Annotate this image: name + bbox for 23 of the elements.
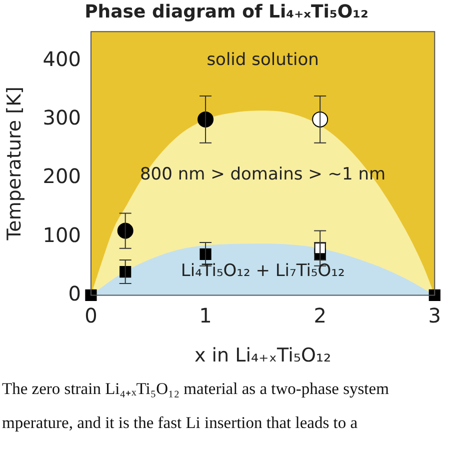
annotation: solid solution: [206, 50, 319, 70]
text: mperature, and it is the fast Li insertion that leads to a: [2, 412, 359, 434]
y-tick-label: 0: [68, 281, 81, 306]
x-tick-label: 1: [199, 303, 212, 328]
y-tick-label: 300: [42, 106, 81, 130]
y-axis-title: Temperature [K]: [3, 86, 26, 242]
point: [428, 289, 440, 302]
x-axis-title: x in Li₄₊ₓTi₅O₁₂: [194, 344, 332, 367]
y-tick-label: 200: [42, 164, 81, 188]
x-tick-label: 2: [314, 303, 326, 328]
x-tick-label: 0: [84, 303, 98, 328]
y-tick-label: 400: [42, 47, 81, 72]
x-tick-label: 3: [428, 303, 442, 328]
y-tick-label: 100: [42, 222, 81, 247]
point: [85, 289, 97, 302]
point: [198, 111, 214, 128]
text: The zero strain Li₄₊ₓTi₅O₁₂ material as a two-phase system: [2, 378, 390, 400]
point: [117, 222, 134, 239]
point: [120, 266, 132, 278]
point: [200, 248, 212, 260]
annotation: Li₄Ti₅O₁₂ + Li₇Ti₅O₁₂: [180, 260, 345, 281]
chart-title: Phase diagram of Li₄₊ₓTi₅O₁₂: [84, 1, 368, 22]
point: [312, 111, 328, 128]
